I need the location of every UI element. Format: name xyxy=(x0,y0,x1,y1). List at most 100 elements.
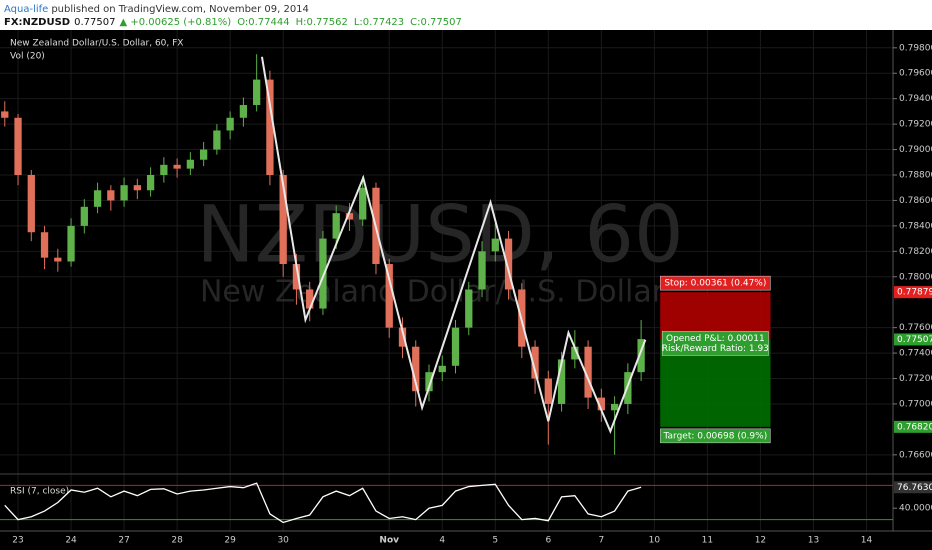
header-line: Aqua-life published on TradingView.com, N… xyxy=(4,4,309,15)
candle-body xyxy=(80,206,88,226)
price-tag-label: 0.76820 xyxy=(897,422,932,432)
candle-body xyxy=(253,79,261,106)
low: L:0.77423 xyxy=(354,17,404,28)
x-tick-label: 13 xyxy=(808,536,819,546)
close: C:0.77507 xyxy=(410,17,462,28)
x-tick-label: 29 xyxy=(224,536,236,546)
author: Aqua-life xyxy=(4,4,48,15)
last: 0.77507 xyxy=(74,17,115,28)
candle-body xyxy=(279,175,287,265)
x-tick-label: 12 xyxy=(755,536,766,546)
candle-body xyxy=(398,327,407,347)
candle-body xyxy=(54,257,62,262)
x-tick-label: 5 xyxy=(492,536,498,546)
x-tick-label: 6 xyxy=(545,536,551,546)
zigzag-line xyxy=(260,56,647,434)
candle-body xyxy=(385,264,393,328)
candle-body xyxy=(292,264,301,290)
chart-subtitle: Vol (20) xyxy=(10,52,45,62)
x-tick-label: 23 xyxy=(12,536,23,546)
high: H:0.77562 xyxy=(296,17,348,28)
candle-body xyxy=(412,346,420,392)
candle-body xyxy=(491,238,499,252)
y-tick-label: 0.76600 xyxy=(899,450,932,460)
price-tag-label: 0.77879 xyxy=(897,288,932,298)
symbol: FX:NZDUSD xyxy=(4,17,70,28)
candle-body xyxy=(226,117,234,131)
stop-label-box xyxy=(660,275,771,291)
header-bar xyxy=(0,0,932,30)
pnl-label: Opened P&L: 0.00011 xyxy=(666,334,765,344)
x-tick-label: 4 xyxy=(439,536,445,546)
watermark: NZDUSD, 60 xyxy=(196,190,683,280)
target-label-box xyxy=(660,428,771,444)
quote-line: FX:NZDUSD 0.77507 ▲ +0.00625 (+0.81%) O:0.7… xyxy=(4,17,462,28)
published: published on TradingView.com, November 0… xyxy=(51,4,309,15)
candle-body xyxy=(637,339,645,373)
rsi-tag xyxy=(894,481,932,494)
candle-body xyxy=(478,251,486,290)
price-tag xyxy=(894,333,932,346)
open: O:0.77444 xyxy=(237,17,289,28)
candle-body xyxy=(557,359,566,404)
candle-body xyxy=(425,372,433,392)
target-label: Target: 0.00698 (0.9%) xyxy=(663,431,768,441)
candle-body xyxy=(531,346,539,379)
candle-body xyxy=(40,232,49,258)
x-tick-label: 28 xyxy=(171,536,183,546)
candle-body xyxy=(186,159,195,169)
candle-body xyxy=(239,105,248,118)
rsi-line xyxy=(4,482,642,524)
candle-body xyxy=(610,403,619,411)
candle-body xyxy=(67,225,75,262)
candle-body xyxy=(213,130,221,150)
price-tag xyxy=(894,420,932,433)
candle-body xyxy=(266,79,274,175)
rsi-title: RSI (7, close) xyxy=(10,487,69,497)
x-tick-label: 27 xyxy=(118,536,129,546)
candle-body xyxy=(27,175,35,233)
x-tick-label: 11 xyxy=(702,536,713,546)
candle-body xyxy=(306,289,314,309)
chart-title: New Zealand Dollar/U.S. Dollar, 60, FX xyxy=(10,39,183,49)
candle-body xyxy=(597,397,605,411)
x-tick-label: 30 xyxy=(277,536,289,546)
candle-body xyxy=(345,213,354,220)
price-tag-label: 0.77507 xyxy=(897,335,932,345)
candle-body xyxy=(199,149,208,160)
pnl-box xyxy=(661,331,769,356)
candle-body xyxy=(107,190,115,201)
candle-body xyxy=(1,111,9,118)
candle-body xyxy=(146,175,155,191)
candle-body xyxy=(359,187,367,220)
candle-body xyxy=(504,238,513,290)
candle-body xyxy=(93,190,102,207)
candle-body xyxy=(438,365,446,373)
stop-label: Stop: 0.00361 (0.47%) xyxy=(664,279,766,289)
x-tick-label: 24 xyxy=(65,536,77,546)
candle-body xyxy=(14,117,22,175)
candle-body xyxy=(571,346,579,360)
rsi-tick-label: 40.0000 xyxy=(899,504,932,514)
candle-body xyxy=(332,213,340,239)
rsi-tag-label: 76.7630 xyxy=(897,483,932,493)
x-tick-label: 7 xyxy=(598,536,604,546)
candle-body xyxy=(544,378,552,404)
candle-body xyxy=(160,164,168,175)
candle-body xyxy=(133,185,141,191)
watermark-sub: New Zealand Dollar/U.S. Dollar xyxy=(200,275,665,310)
x-tick-label: 10 xyxy=(649,536,661,546)
x-tick-label: Nov xyxy=(379,536,399,546)
